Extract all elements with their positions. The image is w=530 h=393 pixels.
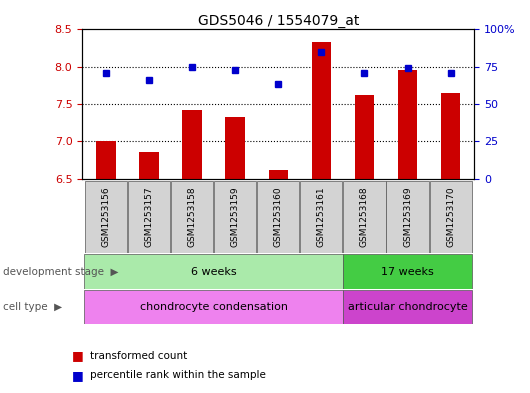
Text: transformed count: transformed count (90, 351, 187, 361)
FancyBboxPatch shape (300, 181, 342, 253)
FancyBboxPatch shape (343, 290, 472, 324)
FancyBboxPatch shape (128, 181, 170, 253)
Bar (398, 70, 417, 179)
Bar (139, 152, 158, 179)
FancyBboxPatch shape (257, 181, 299, 253)
Bar (182, 110, 202, 179)
Text: chondrocyte condensation: chondrocyte condensation (139, 302, 288, 312)
Bar (269, 170, 288, 179)
FancyBboxPatch shape (84, 254, 343, 289)
FancyBboxPatch shape (386, 181, 429, 253)
Text: 17 weeks: 17 weeks (381, 266, 434, 277)
Text: GSM1253159: GSM1253159 (231, 187, 240, 248)
Text: GSM1253169: GSM1253169 (403, 187, 412, 248)
Text: percentile rank within the sample: percentile rank within the sample (90, 370, 266, 380)
FancyBboxPatch shape (343, 181, 385, 253)
Text: cell type  ▶: cell type ▶ (3, 302, 62, 312)
Text: GSM1253160: GSM1253160 (274, 187, 282, 248)
Text: ■: ■ (72, 349, 83, 362)
Bar (355, 95, 374, 179)
Bar (225, 117, 245, 179)
FancyBboxPatch shape (171, 181, 213, 253)
FancyBboxPatch shape (84, 290, 343, 324)
Text: GSM1253168: GSM1253168 (360, 187, 369, 248)
Bar (441, 93, 461, 179)
FancyBboxPatch shape (429, 181, 472, 253)
Text: GSM1253170: GSM1253170 (446, 187, 455, 248)
Text: development stage  ▶: development stage ▶ (3, 267, 118, 277)
Bar (312, 42, 331, 179)
FancyBboxPatch shape (343, 254, 472, 289)
Text: GSM1253161: GSM1253161 (317, 187, 326, 248)
FancyBboxPatch shape (85, 181, 127, 253)
Text: 6 weeks: 6 weeks (191, 266, 236, 277)
FancyBboxPatch shape (214, 181, 257, 253)
Text: ■: ■ (72, 369, 83, 382)
Bar (96, 141, 116, 179)
Text: GSM1253156: GSM1253156 (101, 187, 110, 248)
Text: articular chondrocyte: articular chondrocyte (348, 302, 467, 312)
Text: GSM1253157: GSM1253157 (145, 187, 154, 248)
Text: GSM1253158: GSM1253158 (188, 187, 197, 248)
Title: GDS5046 / 1554079_at: GDS5046 / 1554079_at (198, 15, 359, 28)
